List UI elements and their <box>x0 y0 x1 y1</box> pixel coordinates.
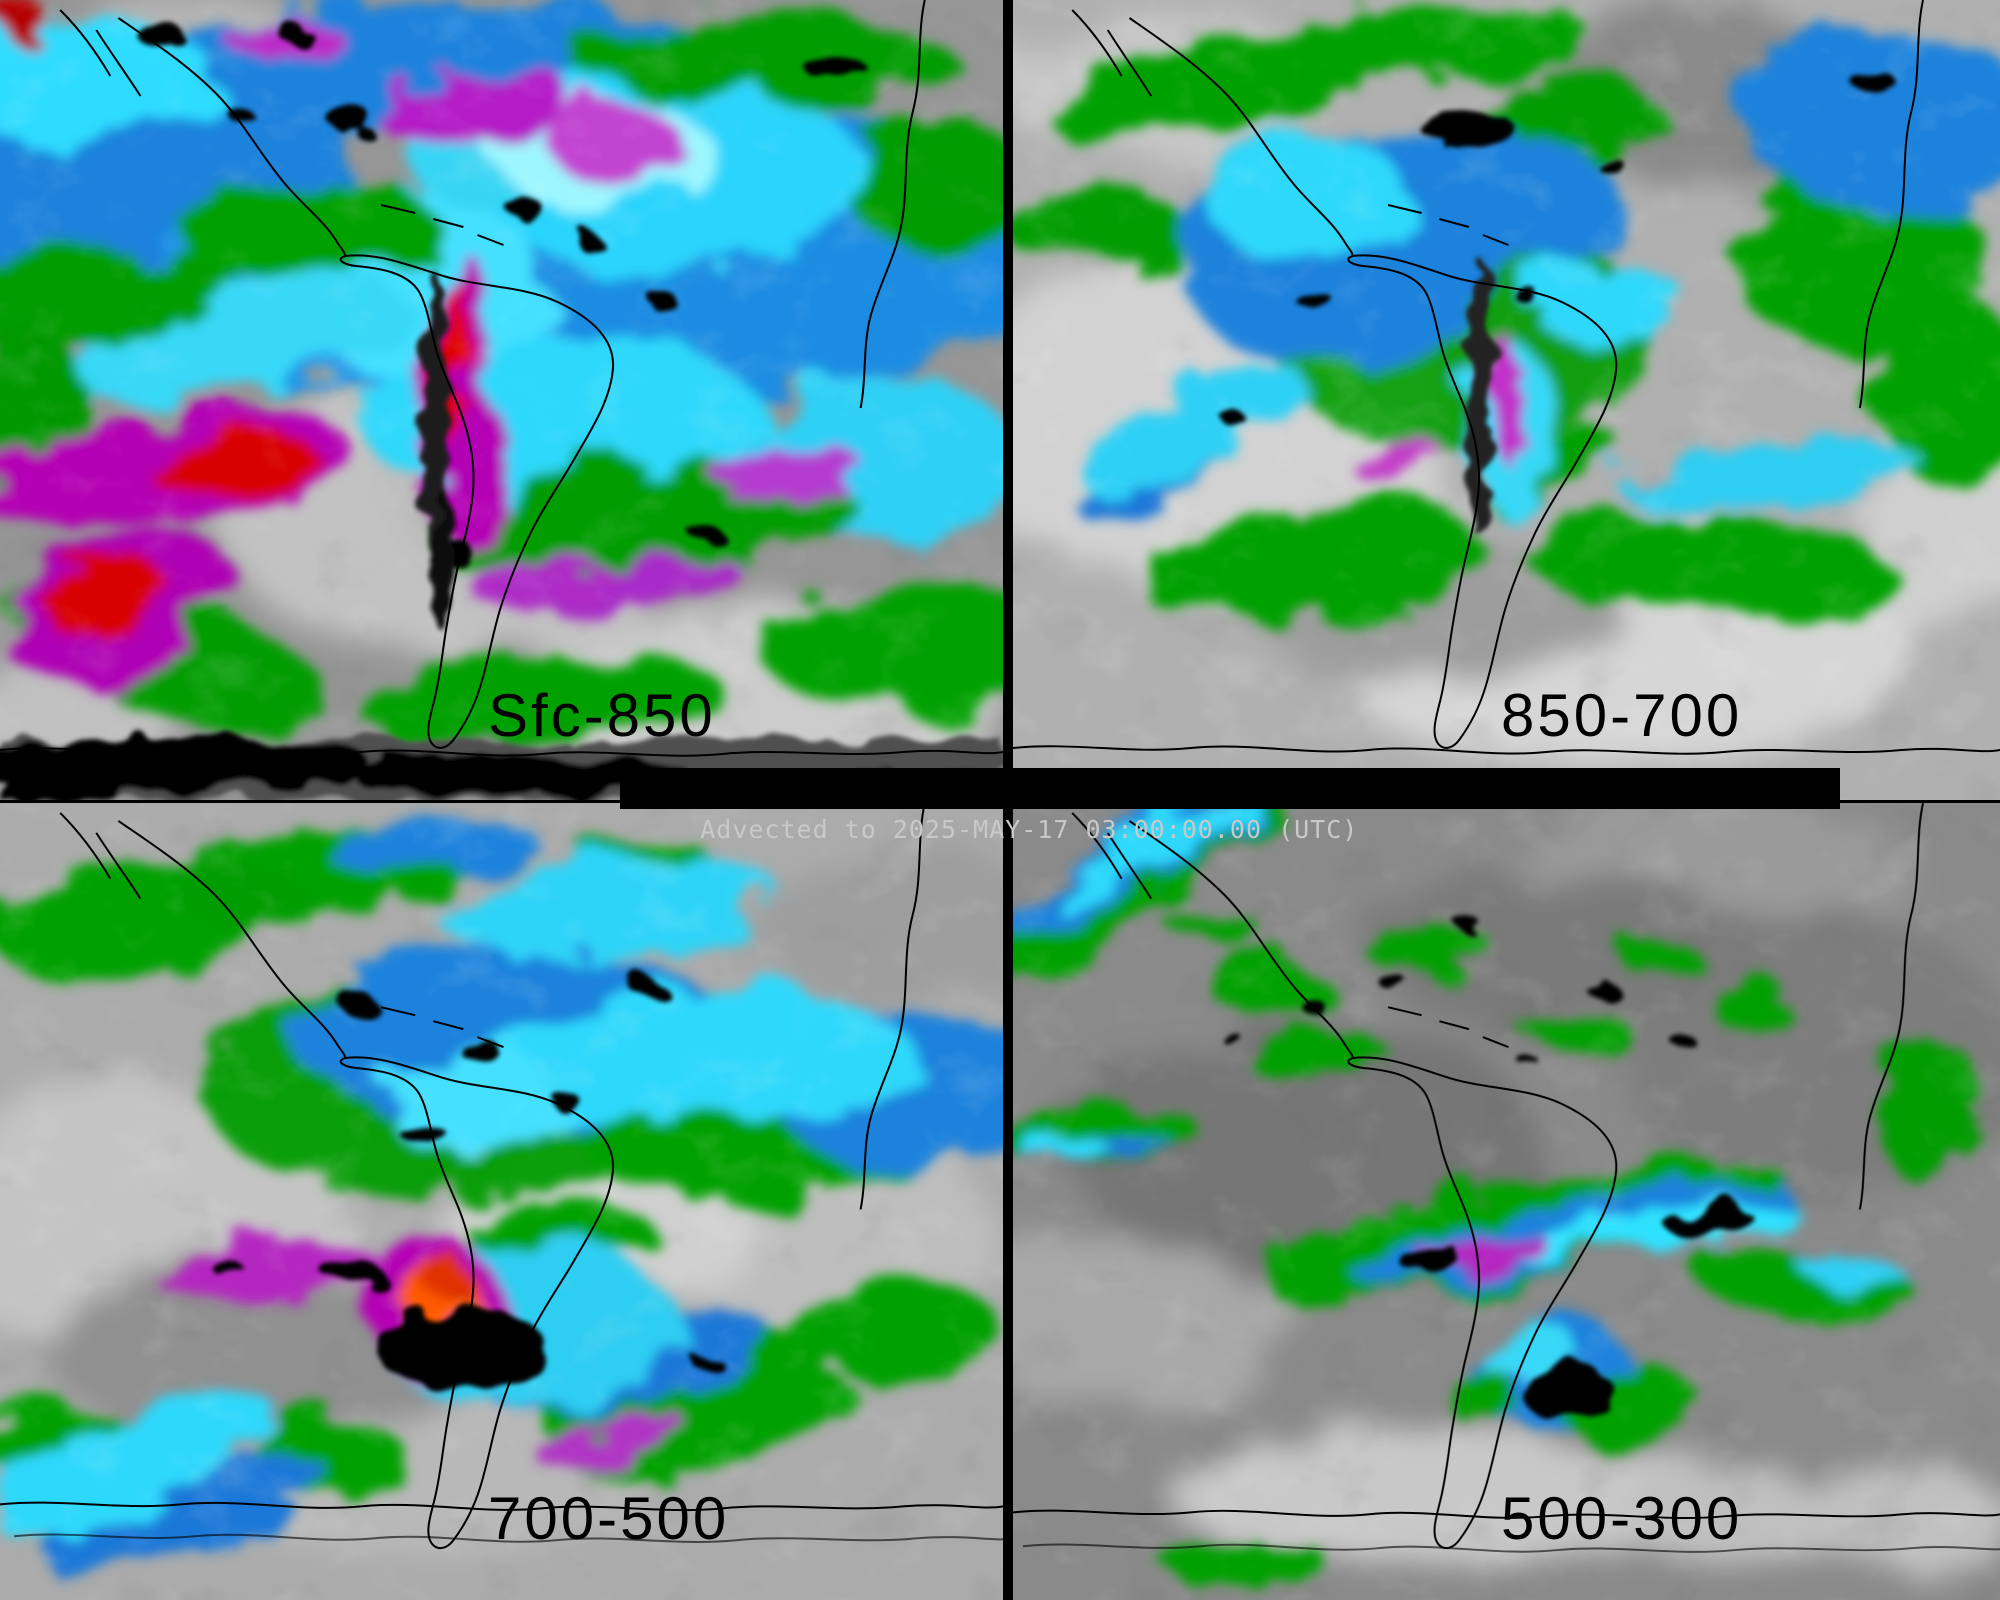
panel-label-sfc-850: Sfc-850 <box>488 682 716 749</box>
panel-label-850-700: 850-700 <box>1501 682 1743 749</box>
advected-time-banner: Advected to 2025-MAY-17 03:00:00.00 (UTC… <box>620 768 1840 844</box>
moisture-field-850-700 <box>1013 0 2000 800</box>
panel-850-700: 850-700 <box>1013 0 2000 800</box>
moisture-field-700-500 <box>0 803 1003 1600</box>
panel-label-700-500: 700-500 <box>488 1485 730 1552</box>
panel-sfc-850: Sfc-850 <box>0 0 1003 800</box>
panel-label-500-300: 500-300 <box>1501 1485 1743 1552</box>
moisture-field-500-300 <box>1013 803 2000 1600</box>
moisture-field-sfc-850 <box>0 0 1003 800</box>
banner-text: Advected to 2025-MAY-17 03:00:00.00 (UTC… <box>700 815 1359 844</box>
panel-500-300: 500-300 <box>1013 803 2000 1600</box>
panel-700-500: 700-500 <box>0 803 1003 1600</box>
